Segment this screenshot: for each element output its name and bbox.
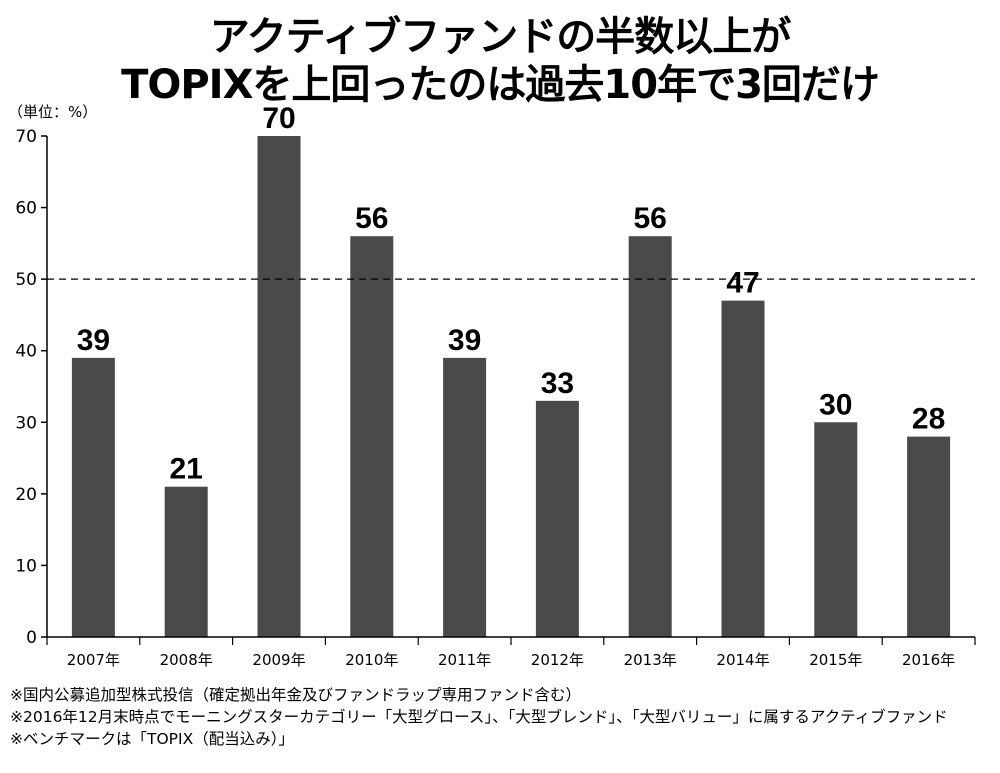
data-label: 39 [448,324,481,357]
x-tick-label: 2013年 [624,651,677,669]
y-tick-label: 50 [15,270,37,290]
x-tick-label: 2009年 [252,651,305,669]
data-label: 39 [77,324,110,357]
footnote-1: ※国内公募追加型株式投信（確定拠出年金及びファンドラップ専用ファンド含む） [10,686,581,704]
footnote-3: ※ベンチマークは「TOPIX（配当込み）」 [10,730,294,748]
bar [628,236,672,637]
x-tick-label: 2016年 [902,651,955,669]
x-tick-label: 2014年 [716,651,769,669]
data-label: 56 [355,202,388,235]
bar [721,300,765,637]
data-label: 28 [912,403,945,436]
x-tick-label: 2015年 [809,651,862,669]
bar [71,357,115,637]
x-tick-label: 2008年 [160,651,213,669]
chart-title-line2: TOPIXを上回ったのは過去10年で3回だけ [121,62,880,108]
y-tick-label: 60 [15,199,37,219]
y-tick-label: 30 [15,413,37,433]
x-tick-label: 2010年 [345,651,398,669]
data-label: 56 [634,202,667,235]
data-label: 47 [726,267,759,300]
chart-title-line1: アクティブファンドの半数以上が [209,14,792,60]
bar [535,400,579,637]
y-tick-label: 20 [15,485,37,505]
y-tick-label: 70 [15,127,37,147]
data-label: 70 [262,102,295,135]
bar [814,422,858,637]
y-tick-label: 0 [26,628,37,648]
x-tick-label: 2011年 [438,651,491,669]
unit-label: （単位：%） [8,103,98,121]
bar [164,486,208,637]
y-tick-label: 40 [15,342,37,362]
data-label: 21 [170,453,203,486]
footnote-2: ※2016年12月末時点でモーニングスターカテゴリー「大型グロース」、「大型ブレ… [10,708,948,726]
bar [350,236,394,637]
bar [257,136,301,637]
x-tick-label: 2007年 [67,651,120,669]
data-label: 30 [819,388,852,421]
bar [443,357,487,637]
bar-chart: 0 10 20 30 40 50 60 70 39 21 70 56 39 33 56 47 30 28 2007年… [15,102,976,669]
y-tick-label: 10 [15,556,37,576]
bar [907,436,951,637]
footnotes: ※国内公募追加型株式投信（確定拠出年金及びファンドラップ専用ファンド含む） ※2… [10,684,948,750]
data-label: 33 [541,367,574,400]
x-tick-label: 2012年 [531,651,584,669]
